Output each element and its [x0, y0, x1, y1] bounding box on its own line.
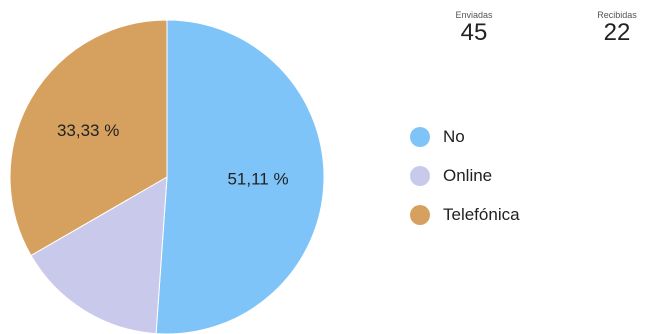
legend-label-telefonica: Telefónica	[443, 205, 520, 224]
pie-slice-no[interactable]	[155, 19, 325, 334]
legend-swatch-telefonica	[410, 205, 430, 225]
chart-legend: No Online Telefónica	[410, 127, 520, 244]
legend-item-telefonica[interactable]: Telefónica	[410, 205, 520, 225]
sent-stat: Enviadas 45	[439, 10, 509, 46]
legend-swatch-no	[410, 127, 430, 147]
received-label: Recibidas	[597, 10, 637, 20]
data-label-no: 51,11 %	[227, 170, 288, 189]
pie-slice-online[interactable]	[30, 176, 168, 334]
legend-label-online: Online	[443, 166, 493, 185]
received-value: 22	[603, 19, 631, 46]
sent-label: Enviadas	[455, 10, 493, 20]
legend-item-no[interactable]: No	[410, 127, 520, 147]
legend-item-online[interactable]: Online	[410, 166, 520, 186]
received-stat: Recibidas 22	[582, 10, 652, 46]
legend-label-no: No	[443, 127, 465, 146]
sent-value: 45	[460, 19, 488, 46]
data-label-telefonica: 33,33 %	[57, 121, 119, 140]
pie-slice-telefonica[interactable]	[9, 19, 168, 257]
legend-swatch-online	[410, 166, 430, 186]
